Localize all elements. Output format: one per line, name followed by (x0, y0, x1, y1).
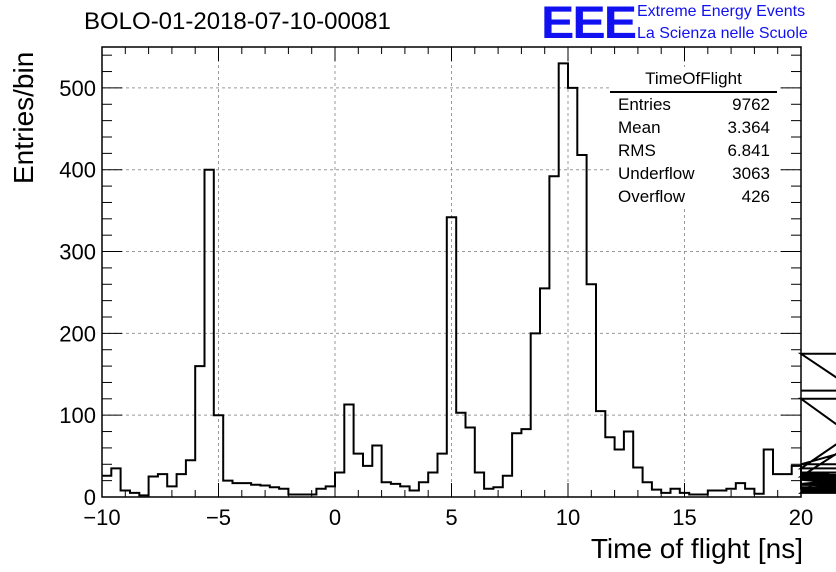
stats-row-entries: Entries 9762 (610, 93, 777, 116)
stats-title: TimeOfFlight (610, 67, 777, 93)
x-tick-label: 20 (789, 505, 813, 530)
y-tick-label: 300 (59, 240, 96, 265)
x-tick-label: 15 (672, 505, 696, 530)
x-tick-label: 5 (445, 505, 457, 530)
y-axis-label: Entries/bin (8, 51, 39, 184)
stats-key: Underflow (618, 164, 695, 183)
stats-key: RMS (618, 141, 656, 160)
y-tick-label: 200 (59, 321, 96, 346)
stats-value: 426 (741, 187, 770, 206)
stats-value: 3.364 (727, 118, 770, 137)
stats-value: 3063 (732, 164, 770, 183)
logo-line-1: Extreme Energy Events (637, 3, 806, 20)
stats-row-rms: RMS 6.841 (610, 139, 777, 162)
y-tick-label: 0 (84, 485, 96, 510)
stats-value: 6.841 (727, 141, 770, 160)
logo-line-2: La Scienza nelle Scuole (637, 25, 808, 42)
stats-key: Overflow (618, 187, 686, 206)
x-tick-label: 10 (556, 505, 580, 530)
y-tick-label: 500 (59, 76, 96, 101)
eee-logo-icon: EEE (541, 0, 637, 48)
x-tick-label: −5 (206, 505, 231, 530)
chart-title: BOLO-01-2018-07-10-00081 (84, 8, 391, 35)
stats-key: Entries (618, 95, 671, 114)
x-tick-label: 0 (329, 505, 341, 530)
stats-box: TimeOfFlight Entries 9762 Mean 3.364 RMS… (610, 67, 777, 208)
y-tick-label: 100 (59, 403, 96, 428)
stats-row-underflow: Underflow 3063 (610, 162, 777, 185)
x-tick-label: −10 (83, 505, 120, 530)
stats-value: 9762 (732, 95, 770, 114)
histogram-series (102, 62, 836, 497)
stats-row-overflow: Overflow 426 (610, 185, 777, 208)
x-axis-label: Time of flight [ns] (590, 533, 803, 564)
stats-key: Mean (618, 118, 661, 137)
y-tick-label: 400 (59, 158, 96, 183)
stats-row-mean: Mean 3.364 (610, 116, 777, 139)
